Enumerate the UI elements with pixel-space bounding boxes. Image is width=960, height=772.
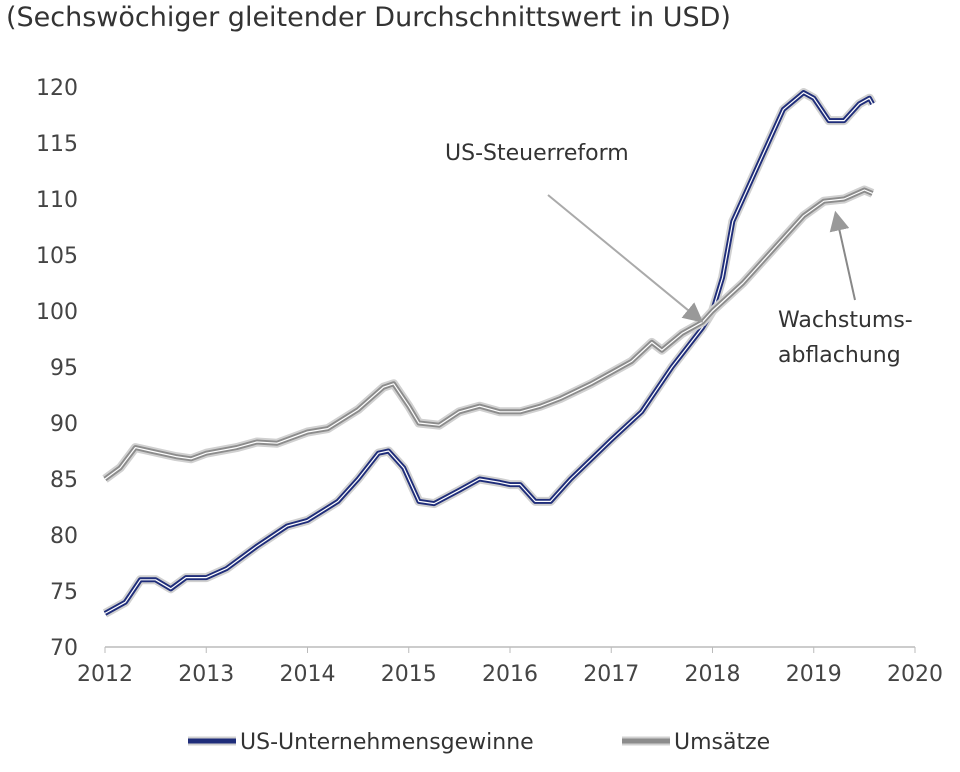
annotation-growth-line1: Wachstums- <box>778 308 913 333</box>
x-tick-label: 2013 <box>178 662 234 687</box>
y-tick-label: 110 <box>36 188 78 213</box>
x-tick-label: 2015 <box>381 662 437 687</box>
legend-label: US-Unternehmensgewinne <box>240 730 534 755</box>
x-tick-label: 2012 <box>77 662 133 687</box>
y-tick-label: 95 <box>50 356 78 381</box>
x-tick-label: 2017 <box>583 662 639 687</box>
y-tick-label: 115 <box>36 132 78 157</box>
annotation-tax-reform: US-Steuerreform <box>445 141 629 166</box>
y-tick-label: 120 <box>36 76 78 101</box>
series-line-umsaetze <box>103 187 874 482</box>
y-tick-label: 105 <box>36 244 78 269</box>
y-tick-label: 90 <box>50 412 78 437</box>
series-highlight <box>104 189 873 480</box>
annotation-arrow <box>547 194 704 323</box>
series-shadow <box>102 185 875 483</box>
x-tick-label: 2016 <box>482 662 538 687</box>
y-tick-label: 80 <box>50 524 78 549</box>
x-tick-label: 2014 <box>280 662 336 687</box>
series-line-gewinne <box>103 90 875 616</box>
annotation-growth-line2: abflachung <box>778 343 901 368</box>
x-tick-label: 2018 <box>685 662 741 687</box>
y-tick-label: 100 <box>36 300 78 325</box>
series-highlight <box>104 92 874 614</box>
x-tick-label: 2019 <box>786 662 842 687</box>
annotation-arrow <box>829 210 856 301</box>
chart-title: (Sechswöchiger gleitender Durchschnittsw… <box>6 2 731 33</box>
y-tick-label: 70 <box>50 636 78 661</box>
x-tick-label: 2020 <box>887 662 943 687</box>
y-tick-label: 85 <box>50 468 78 493</box>
y-tick-label: 75 <box>50 580 78 605</box>
legend-label: Umsätze <box>674 730 770 755</box>
